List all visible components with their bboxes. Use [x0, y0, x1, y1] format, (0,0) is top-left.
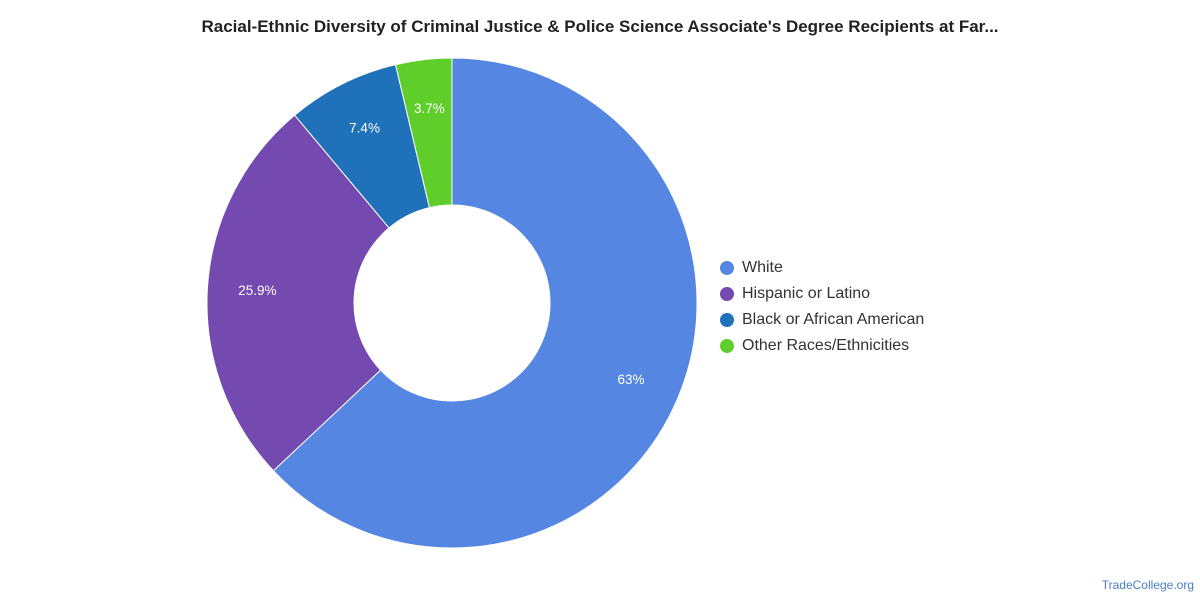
legend-swatch-icon	[720, 287, 734, 301]
legend-label: White	[742, 259, 783, 276]
slice-label: 63%	[617, 372, 644, 387]
slice-hispanic-or-latino[interactable]	[206, 114, 390, 472]
legend-item[interactable]: White	[720, 255, 924, 281]
legend-swatch-icon	[720, 261, 734, 275]
legend-swatch-icon	[720, 313, 734, 327]
slice-label: 25.9%	[238, 283, 276, 298]
legend-swatch-icon	[720, 339, 734, 353]
legend: White Hispanic or Latino Black or African …	[720, 255, 924, 359]
legend-label: Hispanic or Latino	[742, 285, 871, 302]
legend-label: Black or African American	[742, 311, 925, 328]
source-credit[interactable]: TradeCollege.org	[1101, 578, 1194, 592]
slice-other-races-ethnicities[interactable]	[394, 57, 453, 209]
chart-title: Racial-Ethnic Diversity of Criminal Just…	[201, 17, 999, 36]
legend-item[interactable]: Black or African American	[720, 307, 924, 333]
legend-label: Other Races/Ethnicities	[742, 337, 910, 354]
legend-item[interactable]: Other Races/Ethnicities	[720, 333, 924, 359]
legend-item[interactable]: Hispanic or Latino	[720, 281, 924, 307]
slice-white[interactable]	[272, 57, 698, 549]
slice-label: 3.7%	[414, 101, 445, 116]
slice-label: 7.4%	[349, 120, 380, 135]
